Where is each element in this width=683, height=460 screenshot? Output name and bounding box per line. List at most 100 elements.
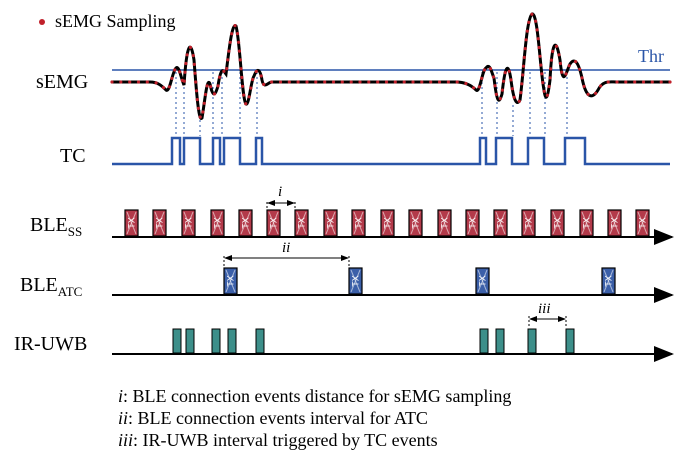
sample-dot — [384, 80, 389, 84]
ble-ss-slot: TX — [210, 209, 225, 237]
ble-ss-slot: TX — [579, 209, 594, 237]
ble-ss-slot: TX — [152, 209, 167, 237]
sample-dot — [446, 80, 450, 84]
sample-dot — [477, 85, 481, 89]
ir-uwb-pulse — [495, 328, 505, 354]
sample-dot — [191, 54, 195, 58]
ble-ss-slot: TX — [408, 209, 423, 237]
ir-uwb-pulse — [479, 328, 489, 354]
sample-dot — [376, 80, 380, 84]
ir-uwb-pulse — [255, 328, 265, 354]
sample-dot — [574, 60, 578, 64]
sample-dot — [522, 55, 526, 60]
interval-i-label: i — [278, 184, 282, 200]
sample-dot — [340, 80, 344, 84]
sample-dot — [178, 70, 182, 74]
ble-ss-slot: TX — [550, 209, 565, 237]
ble-ss-slot: TX — [465, 209, 480, 237]
sample-dot — [188, 45, 193, 50]
sample-dot — [519, 91, 523, 95]
sample-dot — [545, 93, 550, 97]
sample-dot — [534, 19, 538, 23]
sample-dot — [230, 32, 234, 36]
sample-dot — [235, 31, 240, 36]
ble-ss-slot-label: TX — [213, 217, 223, 229]
sample-dot — [547, 84, 551, 89]
sample-dot — [558, 61, 563, 66]
sample-dot — [420, 80, 424, 84]
sample-dot — [523, 47, 527, 51]
sample-dot — [578, 67, 582, 71]
sample-dot — [503, 71, 507, 75]
row-label-tc: TC — [60, 145, 86, 167]
interval-iii-label: iii — [538, 301, 551, 317]
sample-dot — [185, 53, 189, 57]
ir-uwb-pulse — [185, 328, 195, 354]
sample-dot — [203, 92, 208, 97]
sample-dot — [549, 67, 553, 71]
sample-dot — [557, 53, 561, 57]
sample-dot — [535, 28, 539, 32]
sample-dot — [225, 67, 229, 71]
sample-dot — [128, 80, 132, 84]
sample-dot — [278, 80, 283, 84]
ble-ss-slot-label: TX — [326, 217, 336, 229]
interval-ii-label: ii — [282, 240, 290, 256]
ble-ss-slot-label: TX — [610, 217, 620, 229]
sample-dot — [498, 97, 502, 101]
sample-dot — [455, 80, 459, 84]
ble-ss-slot-label: TX — [184, 217, 194, 229]
ir-uwb-pulse — [211, 328, 221, 354]
ble-atc-slot: TX — [348, 267, 363, 295]
ble-ss-slot: TX — [607, 209, 622, 237]
sample-dot — [270, 80, 274, 84]
sample-dot — [606, 80, 610, 84]
ble-atc-slot-label: TX — [604, 275, 614, 287]
sample-dot — [488, 67, 493, 71]
sample-dots — [110, 12, 672, 119]
ble-ss-slot: TX — [351, 209, 366, 237]
ir-uwb-pulse — [227, 328, 237, 354]
sample-dot — [507, 69, 511, 73]
ble-ss-slot-label: TX — [354, 217, 364, 229]
sample-dot — [183, 70, 187, 74]
row-label-semg: sEMG — [36, 71, 88, 93]
sample-dot — [262, 82, 266, 86]
sample-dot — [554, 44, 559, 48]
sample-dot — [237, 49, 241, 53]
sample-dot — [239, 67, 243, 71]
sample-dot — [509, 78, 513, 82]
sample-dot — [323, 80, 327, 84]
sample-dot — [242, 93, 246, 97]
sample-dot — [216, 84, 220, 88]
sample-dot — [586, 92, 590, 96]
sample-dot-icon — [39, 19, 45, 25]
sample-dot — [542, 89, 546, 93]
sample-dot — [527, 20, 531, 24]
sample-dot — [500, 88, 504, 92]
sample-dot — [247, 95, 251, 99]
sample-dot — [560, 70, 564, 74]
sample-dot — [537, 45, 541, 50]
sample-dot — [464, 81, 468, 86]
sample-dot — [525, 29, 529, 33]
sample-dot — [429, 80, 433, 84]
sample-dot — [173, 68, 177, 72]
sample-dot — [201, 110, 205, 114]
ble-ss-slots: TX TX TX TX TX TX TX TX TX TX TX TX TX TX TX TX TX TX TX — [124, 209, 650, 237]
sample-dot — [154, 81, 158, 85]
sample-dot — [238, 58, 242, 62]
sample-dot — [233, 24, 237, 28]
sample-dot — [493, 84, 497, 88]
sample-dot — [305, 80, 309, 84]
sample-dot — [480, 76, 484, 80]
sample-dot — [331, 80, 336, 84]
sample-dot — [411, 80, 415, 84]
sample-dot — [582, 84, 586, 88]
sample-dot — [358, 80, 362, 84]
sample-dot — [491, 75, 496, 79]
sample-dot — [195, 98, 199, 102]
sample-dot — [241, 84, 245, 88]
